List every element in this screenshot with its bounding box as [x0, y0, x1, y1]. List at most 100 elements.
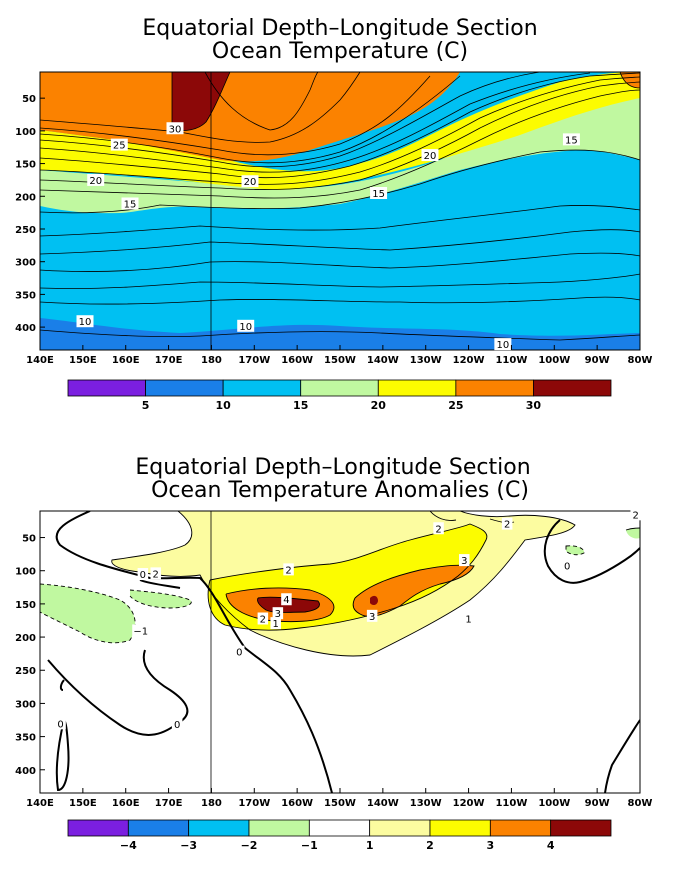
y-tick-label: 400: [15, 323, 36, 334]
y-tick-label: 100: [15, 127, 36, 138]
x-tick-label: 170W: [238, 355, 270, 366]
contour-label: 20: [244, 177, 257, 188]
x-tick-label: 160W: [281, 798, 313, 809]
contour-label: 10: [239, 322, 252, 333]
chart2-region-neg-east: [566, 545, 585, 555]
contour-label: 1: [273, 619, 279, 630]
contour-label-bg: [132, 624, 150, 637]
contour-label: 0: [236, 648, 242, 659]
contour-label-bg: [237, 319, 255, 332]
contour-label-bg: [137, 568, 149, 581]
chart2-title: Equatorial Depth–Longitude Section: [135, 455, 530, 480]
y-tick-label: 50: [22, 94, 36, 105]
y-tick-label: 350: [15, 733, 36, 744]
y-tick-label: 250: [15, 225, 36, 236]
contour-label: 3: [275, 609, 281, 620]
colorbar-tick-label: 20: [371, 399, 387, 412]
y-tick-label: 200: [15, 633, 36, 644]
contour-label-bg: [630, 508, 641, 521]
contour-label: 2: [153, 569, 159, 580]
colorbar-tick-label: −2: [241, 839, 258, 852]
colorbar-swatch: [248, 819, 310, 837]
contour-label-bg: [234, 645, 245, 658]
chart2-y-axis: 50 100 150 200 250 300 350 400: [15, 534, 45, 777]
contour-label: 2: [633, 510, 639, 521]
chart2-plot-area: [40, 511, 640, 793]
colorbar-tick-label: 3: [487, 839, 495, 852]
x-tick-label: 110W: [495, 798, 527, 809]
colorbar-tick-label: −4: [120, 839, 137, 852]
x-tick-label: 140W: [367, 355, 399, 366]
chart1-subtitle: Ocean Temperature (C): [212, 39, 468, 64]
contour-label: 0: [57, 719, 63, 730]
contour-label: 15: [372, 189, 385, 200]
chart2-x-axis: 140E 150E 160E 170E 180 170W 160W 150W 140W 130W 1…: [26, 788, 652, 809]
chart1-title: Equatorial Depth–Longitude Section: [142, 16, 537, 41]
colorbar-swatch: [188, 819, 250, 837]
colorbar-tick-label: 30: [526, 399, 542, 412]
contour-label-bg: [561, 559, 573, 572]
colorbar-swatch: [300, 379, 379, 397]
x-tick-label: 170E: [155, 355, 183, 366]
x-tick-label: 150E: [69, 355, 97, 366]
contour-label-bg: [87, 173, 105, 186]
chart2-contours: [40, 511, 640, 793]
contour-label: 4: [283, 595, 289, 606]
contour-label: 0: [564, 561, 570, 572]
x-tick-label: 80W: [628, 798, 653, 809]
colorbar-swatch: [377, 379, 457, 397]
x-tick-label: 110W: [495, 355, 527, 366]
contour-label: 3: [461, 556, 467, 567]
contour-label-bg: [421, 149, 439, 162]
colorbar-tick-label: 10: [215, 399, 231, 412]
x-tick-label: 90W: [585, 355, 610, 366]
chart1-region-25-30: [40, 72, 460, 162]
chart2-region-neg-center: [130, 590, 192, 608]
chart1-region-15-20: [40, 90, 640, 214]
y-tick-label: 50: [22, 534, 36, 545]
contour-label-bg: [281, 593, 292, 606]
y-tick-label: 400: [15, 766, 36, 777]
y-tick-label: 250: [15, 666, 36, 677]
x-tick-label: 140E: [26, 355, 54, 366]
x-tick-label: 140E: [26, 798, 54, 809]
colorbar-swatch: [550, 819, 612, 837]
colorbar-tick-label: 15: [293, 399, 308, 412]
x-tick-label: 100W: [538, 355, 570, 366]
contour-label: 15: [565, 135, 578, 146]
colorbar-swatch: [222, 379, 302, 397]
x-tick-label: 160W: [281, 355, 313, 366]
colorbar-tick-label: 5: [142, 399, 150, 412]
chart2-colorbar: −4 −3 −2 −1 1 2 3 4: [67, 819, 612, 852]
y-tick-label: 350: [15, 290, 36, 301]
contour-label: 25: [113, 141, 126, 152]
colorbar-swatch: [489, 819, 552, 837]
chart2-subtitle: Ocean Temperature Anomalies (C): [151, 478, 529, 503]
x-tick-label: 120W: [453, 355, 485, 366]
contour-label: −1: [133, 626, 148, 637]
colorbar-swatch: [145, 379, 224, 397]
contour-label: 20: [424, 151, 437, 162]
colorbar-swatch: [308, 819, 371, 837]
contour-label: 10: [496, 340, 509, 351]
y-tick-label: 300: [15, 699, 36, 710]
y-tick-label: 150: [15, 160, 36, 171]
colorbar-swatch: [369, 819, 431, 837]
anomaly-chart: Equatorial Depth–Longitude Section Ocean…: [15, 455, 652, 852]
contour-label-bg: [562, 133, 580, 146]
x-tick-label: 160E: [112, 798, 140, 809]
colorbar-tick-label: 2: [426, 839, 434, 852]
contour-label-bg: [270, 617, 281, 630]
x-tick-label: 160E: [112, 355, 140, 366]
chart1-region-20-25: [40, 72, 640, 190]
x-tick-label: 80W: [628, 355, 653, 366]
contour-label-bg: [272, 607, 284, 620]
colorbar-swatch: [455, 379, 534, 397]
contour-label: 0: [140, 570, 146, 581]
y-tick-label: 200: [15, 192, 36, 203]
x-tick-label: 180: [201, 798, 222, 809]
colorbar-tick-label: 1: [366, 839, 374, 852]
x-tick-label: 140W: [367, 798, 399, 809]
